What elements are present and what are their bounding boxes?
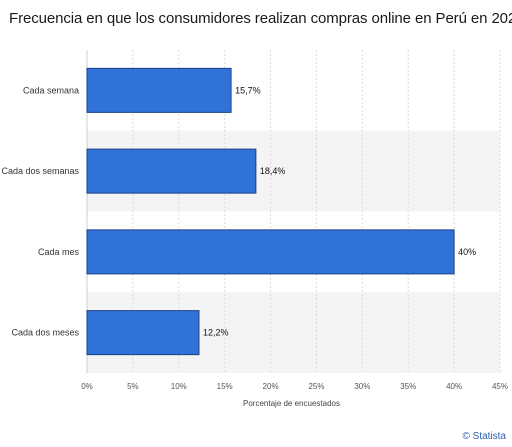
credit-label: © Statista	[462, 431, 507, 442]
bar	[86, 229, 455, 275]
category-label: Cada dos meses	[11, 328, 79, 338]
category-label: Cada dos semanas	[1, 166, 79, 176]
bar	[86, 148, 257, 194]
chart-title: Frecuencia en que los consumidores reali…	[9, 10, 512, 27]
bar	[86, 67, 232, 113]
statista-credit[interactable]: © Statista	[463, 431, 507, 442]
x-tick-label: 40%	[446, 382, 462, 391]
x-tick-label: 15%	[217, 382, 233, 391]
x-tick-label: 30%	[354, 382, 370, 391]
x-tick-label: 10%	[171, 382, 187, 391]
value-label: 12,2%	[203, 328, 229, 338]
value-label: 15,7%	[235, 85, 261, 95]
bar	[86, 310, 200, 356]
x-tick-label: 45%	[492, 382, 508, 391]
category-label: Cada mes	[38, 247, 80, 257]
x-tick-label: 25%	[308, 382, 324, 391]
x-tick-label: 35%	[400, 382, 416, 391]
category-label: Cada semana	[23, 85, 79, 95]
x-tick-label: 0%	[81, 382, 93, 391]
x-tick-label: 20%	[263, 382, 279, 391]
value-label: 40%	[458, 247, 476, 257]
x-tick-label: 5%	[127, 382, 139, 391]
value-label: 18,4%	[260, 166, 286, 176]
x-axis-title: Porcentaje de encuestados	[243, 399, 340, 408]
